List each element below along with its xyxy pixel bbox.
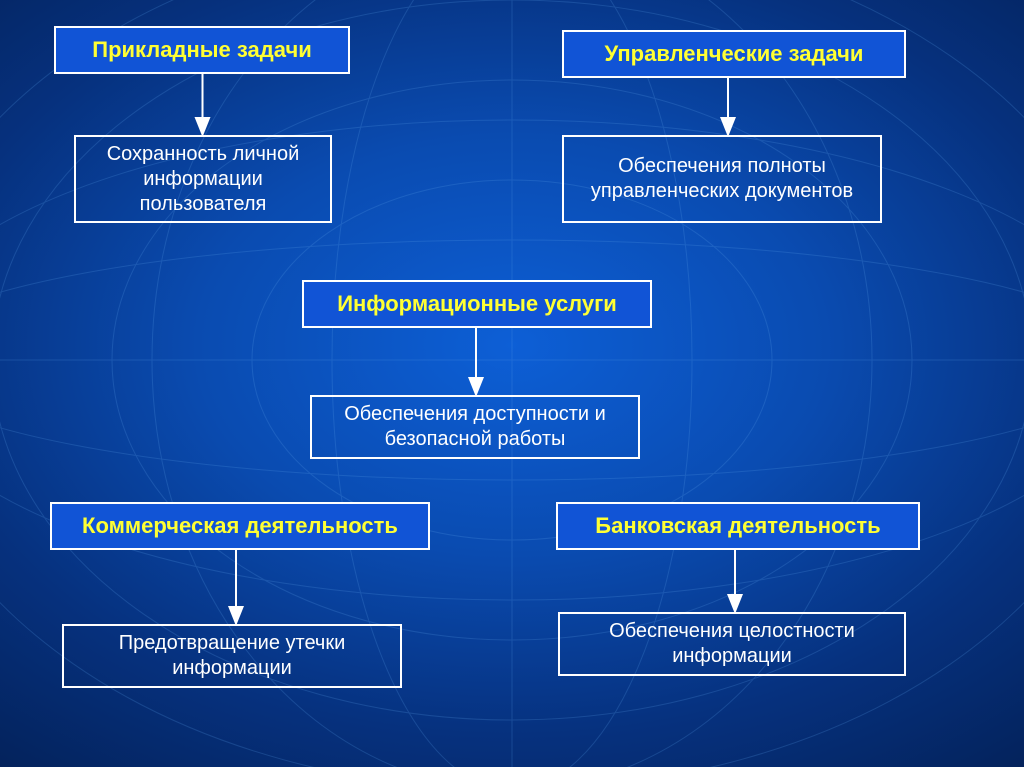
node-label: Обеспечения доступности и безопасной раб… (326, 402, 624, 452)
node-label: Информационные услуги (337, 290, 617, 318)
node-n8: Банковская деятельность (556, 502, 920, 550)
node-label: Коммерческая деятельность (82, 512, 398, 540)
node-label: Управленческие задачи (605, 40, 864, 68)
node-n3: Сохранность личной информации пользовате… (74, 135, 332, 223)
diagram-stage: Прикладные задачи Управленческие задачи Со… (0, 0, 1024, 767)
node-n4: Обеспечения полноты управленческих докум… (562, 135, 882, 223)
node-label: Обеспечения полноты управленческих докум… (578, 154, 866, 204)
node-label: Предотвращение утечки информации (78, 631, 386, 681)
node-n6: Обеспечения доступности и безопасной раб… (310, 395, 640, 459)
node-label: Банковская деятельность (595, 512, 880, 540)
node-n10: Обеспечения целостности информации (558, 612, 906, 676)
node-label: Сохранность личной информации пользовате… (90, 142, 316, 217)
node-n9: Предотвращение утечки информации (62, 624, 402, 688)
node-n7: Коммерческая деятельность (50, 502, 430, 550)
node-n1: Прикладные задачи (54, 26, 350, 74)
node-label: Обеспечения целостности информации (574, 619, 890, 669)
node-label: Прикладные задачи (92, 36, 311, 64)
node-n5: Информационные услуги (302, 280, 652, 328)
node-n2: Управленческие задачи (562, 30, 906, 78)
